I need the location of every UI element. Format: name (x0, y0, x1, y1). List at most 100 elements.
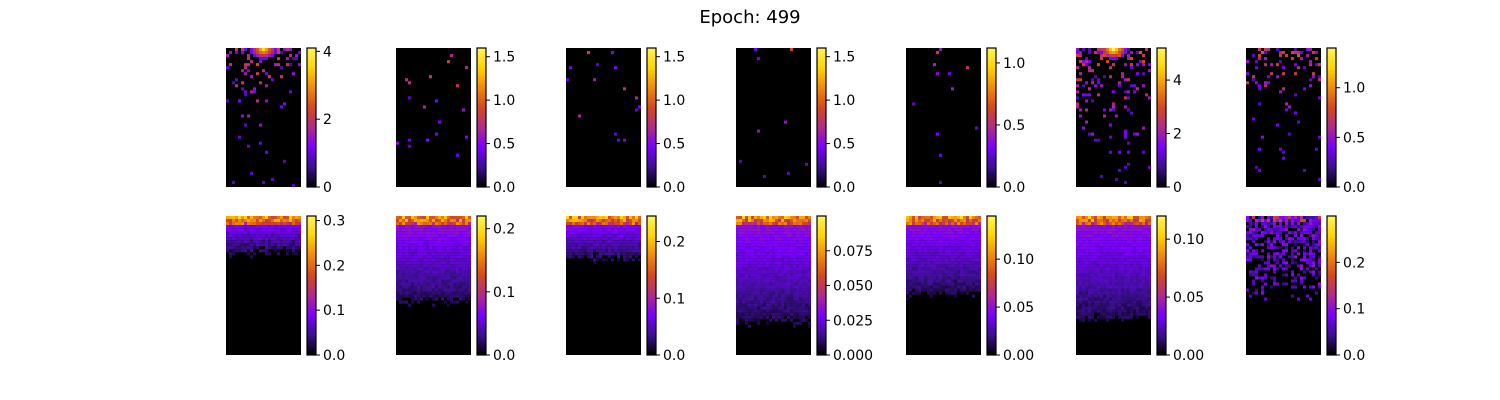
heatmap-cell (960, 219, 964, 223)
heatmap-cell (906, 267, 910, 271)
heatmap-cell (283, 102, 287, 106)
heatmap-cell (1294, 240, 1298, 244)
heatmap-cell (775, 231, 779, 235)
heatmap-cell (1079, 279, 1083, 283)
heatmap-cell (933, 219, 937, 223)
heatmap-cell (632, 219, 636, 223)
heatmap-cell (414, 261, 418, 265)
heatmap-cell (975, 249, 979, 253)
heatmap-cell (1112, 264, 1116, 268)
heatmap-cell (1133, 240, 1137, 244)
heatmap-cell (1091, 279, 1095, 283)
heatmap-cell (277, 234, 281, 238)
heatmap-cell (1145, 48, 1149, 52)
heatmap-cell (793, 252, 797, 256)
heatmap-cell (468, 228, 472, 232)
heatmap-cell (751, 228, 755, 232)
heatmap-cell (295, 54, 299, 58)
heatmap-cell (226, 99, 230, 103)
heatmap-cell (978, 255, 982, 259)
heatmap-cell (623, 249, 627, 253)
heatmap-cell (408, 249, 412, 253)
heatmap-cell (957, 288, 961, 292)
heatmap-cell (1079, 303, 1083, 307)
heatmap-cell (1079, 306, 1083, 310)
heatmap-cell (1279, 246, 1283, 250)
heatmap-cell (1288, 240, 1292, 244)
heatmap-cell (745, 237, 749, 241)
heatmap-cell (957, 282, 961, 286)
heatmap-cell (790, 285, 794, 289)
heatmap-cell (912, 249, 916, 253)
heatmap-cell (1109, 243, 1113, 247)
heatmap-cell (1282, 267, 1286, 271)
heatmap-cell (241, 234, 245, 238)
heatmap-cell (769, 231, 773, 235)
heatmap-cell (1133, 132, 1137, 136)
heatmap-cell (805, 291, 809, 295)
heatmap-cell (1109, 246, 1113, 250)
heatmap-cell (936, 279, 940, 283)
heatmap-cell (417, 267, 421, 271)
subplot-r1-c5: 0.00.51.0 (906, 47, 1025, 196)
heatmap-cell (590, 246, 594, 250)
heatmap-cell (790, 234, 794, 238)
heatmap-cell (614, 246, 618, 250)
heatmap-cell (268, 219, 272, 223)
heatmap-cell (1285, 243, 1289, 247)
heatmap-cell (1270, 219, 1274, 223)
heatmap-cell (757, 228, 761, 232)
heatmap-cell (1148, 309, 1152, 313)
heatmap-cell (420, 261, 424, 265)
heatmap-cell (414, 216, 418, 220)
heatmap-cell (1133, 273, 1137, 277)
heatmap-cell (948, 291, 952, 295)
heatmap-cell (1109, 297, 1113, 301)
heatmap-cell (584, 231, 588, 235)
heatmap-cell (1133, 303, 1137, 307)
heatmap-cell (1312, 75, 1316, 79)
heatmap-cell (1106, 231, 1110, 235)
heatmap-cell (1121, 225, 1125, 229)
colorbar (646, 47, 657, 188)
heatmap-cell (1145, 279, 1149, 283)
heatmap-cell (453, 270, 457, 274)
heatmap-cell (1115, 57, 1119, 61)
heatmap-cell (292, 246, 296, 250)
heatmap-cell (1124, 273, 1128, 277)
colorbar-tick-label: 0 (1173, 180, 1182, 196)
heatmap-cell (1139, 303, 1143, 307)
heatmap-cell (972, 273, 976, 277)
heatmap-cell (745, 246, 749, 250)
heatmap-cell (438, 282, 442, 286)
heatmap-cell (232, 252, 236, 256)
heatmap-cell (748, 273, 752, 277)
heatmap-cell (918, 273, 922, 277)
heatmap-cell (799, 264, 803, 268)
heatmap-cell (775, 246, 779, 250)
heatmap-cell (274, 246, 278, 250)
heatmap-cell (948, 288, 952, 292)
heatmap-cell (978, 267, 982, 271)
heatmap-cell (277, 63, 281, 67)
heatmap-cell (754, 243, 758, 247)
heatmap-cell (1079, 246, 1083, 250)
heatmap-cell (453, 243, 457, 247)
heatmap-cell (790, 297, 794, 301)
heatmap-cell (1285, 261, 1289, 265)
heatmap-cell (808, 258, 812, 262)
heatmap-cell (787, 273, 791, 277)
heatmap-cell (444, 258, 448, 262)
heatmap-cell (1309, 63, 1313, 67)
heatmap-cell (1130, 240, 1134, 244)
heatmap-cell (295, 222, 299, 226)
heatmap-cell (426, 291, 430, 295)
heatmap-cell (775, 261, 779, 265)
heatmap-cell (456, 246, 460, 250)
heatmap-cell (292, 237, 296, 241)
heatmap-cell (1261, 222, 1265, 226)
heatmap-cell (402, 228, 406, 232)
heatmap-cell (1118, 54, 1122, 58)
heatmap-cell (238, 240, 242, 244)
heatmap-cell (915, 291, 919, 295)
